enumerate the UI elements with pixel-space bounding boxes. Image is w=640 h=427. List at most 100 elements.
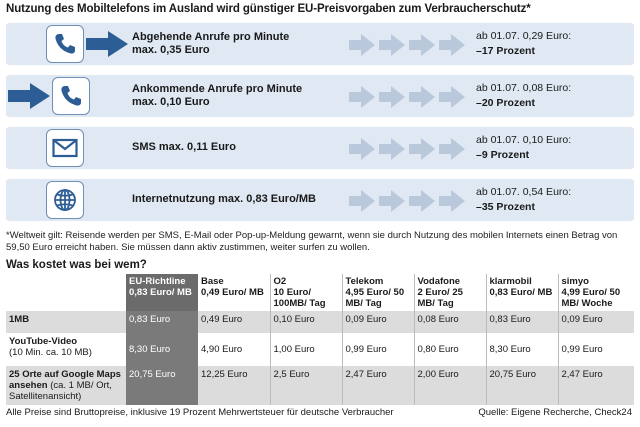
chevron-right-icon [409, 34, 435, 56]
table-cell: 0,99 Euro [557, 333, 634, 366]
row-label: SMS max. 0,11 Euro [132, 141, 236, 153]
chevron-right-icon [409, 86, 435, 108]
chevron-right-icon [349, 86, 375, 108]
column-header-eu: EU-Richtline 0,83 Euro/ MB [126, 274, 198, 311]
footnote: *Weltweit gilt: Reisende werden per SMS,… [6, 230, 618, 253]
page-title: Nutzung des Mobiltelefons im Ausland wir… [6, 3, 531, 15]
table-cell: 8,30 Euro [126, 333, 198, 366]
table-cell: 0,08 Euro [413, 311, 486, 333]
table-cell: 2,5 Euro [269, 366, 342, 405]
price-reduction: –9 Prozent [476, 149, 530, 161]
section-title: Was kostet was bei wem? [6, 259, 147, 271]
table-cell: 20,75 Euro [485, 366, 558, 405]
column-detail: 10 Euro/ 100MB/ Tag [273, 287, 326, 309]
phone-icon [46, 25, 84, 63]
chevron-right-icon [409, 190, 435, 212]
table-cell: 0,49 Euro [198, 311, 270, 333]
row-sublabel: max. 0,35 Euro [132, 44, 210, 56]
row-label: Internetnutzung max. 0,83 Euro/MB [132, 193, 316, 205]
column-name: Base [201, 276, 224, 287]
outgoing-calls-row: Abgehende Anrufe pro Minute max. 0,35 Eu… [6, 23, 634, 65]
chevron-arrows [349, 190, 465, 212]
internet-row: Internetnutzung max. 0,83 Euro/MB ab 01.… [6, 179, 634, 221]
sms-row: SMS max. 0,11 Euro ab 01.07. 0,10 Euro: … [6, 127, 634, 169]
column-detail: 4,99 Euro/ 50 MB/ Woche [561, 287, 621, 309]
column-header-simyo: simyo 4,99 Euro/ 50 MB/ Woche [557, 274, 634, 311]
table-cell: 12,25 Euro [198, 366, 270, 405]
table-cell: 0,10 Euro [269, 311, 342, 333]
row-label: Ankommende Anrufe pro Minute [132, 83, 303, 95]
incoming-arrow-icon [8, 83, 50, 109]
chevron-right-icon [439, 190, 465, 212]
phone-icon [52, 77, 90, 115]
column-header-base: Base 0,49 Euro/ MB [198, 274, 270, 311]
table-row: YouTube-Video (10 Min. ca. 10 MB) 8,30 Eu… [6, 333, 634, 366]
table-cell: 0,83 Euro [126, 311, 198, 333]
table-corner [6, 274, 126, 311]
table-row: 25 Orte auf Google Maps ansehen (ca. 1 M… [6, 366, 634, 405]
source-note: Quelle: Eigene Recherche, Check24 [478, 407, 632, 418]
column-detail: 0,49 Euro/ MB [201, 287, 264, 298]
chevron-arrows [349, 86, 465, 108]
table-cell: 0,09 Euro [341, 311, 414, 333]
chevron-right-icon [379, 86, 405, 108]
price-reduction: –20 Prozent [476, 97, 535, 109]
chevron-right-icon [439, 34, 465, 56]
column-detail: 2 Euro/ 25 MB/ Tag [417, 287, 463, 309]
column-detail: 0,83 Euro/ MB [489, 287, 553, 298]
row-label: Abgehende Anrufe pro Minute [132, 31, 290, 43]
price-reduction: –35 Prozent [476, 201, 535, 213]
table-cell: 2,47 Euro [557, 366, 634, 405]
chevron-right-icon [349, 138, 375, 160]
table-cell: 0,09 Euro [557, 311, 634, 333]
chevron-right-icon [349, 34, 375, 56]
row-label: 1MB [6, 311, 126, 333]
table-cell: 8,30 Euro [485, 333, 558, 366]
table-cell: 0,83 Euro [485, 311, 558, 333]
chevron-right-icon [409, 138, 435, 160]
table-cell: 2,00 Euro [413, 366, 486, 405]
footer-note: Alle Preise sind Bruttopreise, inklusive… [6, 407, 394, 418]
new-price: ab 01.07. 0,54 Euro: [476, 186, 572, 198]
table-cell: 4,90 Euro [198, 333, 270, 366]
chevron-arrows [349, 34, 465, 56]
chevron-right-icon [379, 138, 405, 160]
table-cell: 20,75 Euro [126, 366, 198, 405]
table-cell: 2,47 Euro [341, 366, 414, 405]
row-sublabel: max. 0,10 Euro [132, 96, 210, 108]
chevron-right-icon [379, 34, 405, 56]
column-detail: 4,95 Euro/ 50 MB/ Tag [345, 287, 405, 309]
chevron-right-icon [439, 86, 465, 108]
chevron-right-icon [349, 190, 375, 212]
incoming-calls-row: Ankommende Anrufe pro Minute max. 0,10 E… [6, 75, 634, 117]
table-row: 1MB 0,83 Euro 0,49 Euro 0,10 Euro 0,09 E… [6, 311, 634, 333]
column-header-telekom: Telekom 4,95 Euro/ 50 MB/ Tag [341, 274, 414, 311]
new-price: ab 01.07. 0,08 Euro: [476, 82, 572, 94]
column-name: Telekom [345, 276, 384, 287]
new-price: ab 01.07. 0,29 Euro: [476, 30, 572, 42]
row-label: 25 Orte auf Google Maps ansehen (ca. 1 M… [6, 366, 126, 405]
globe-icon [46, 181, 84, 219]
table-cell: 1,00 Euro [269, 333, 342, 366]
table-cell: 0,80 Euro [413, 333, 486, 366]
chevron-right-icon [379, 190, 405, 212]
column-name: simyo [561, 276, 589, 287]
row-sublabel: (ca. 1 MB/ Ort, Satellitenansicht) [9, 380, 112, 402]
chevron-arrows [349, 138, 465, 160]
chevron-right-icon [439, 138, 465, 160]
price-reduction: –17 Prozent [476, 45, 535, 57]
column-name: klarmobil [489, 276, 532, 287]
column-header-klarmobil: klarmobil 0,83 Euro/ MB [485, 274, 558, 311]
column-name: O2 [273, 276, 287, 287]
price-comparison-table: EU-Richtline 0,83 Euro/ MB Base 0,49 Euro/… [6, 274, 634, 405]
row-label: YouTube-Video (10 Min. ca. 10 MB) [6, 333, 126, 366]
table-cell: 0,99 Euro [341, 333, 414, 366]
column-detail: 0,83 Euro/ MB [129, 287, 192, 298]
envelope-icon [46, 129, 84, 167]
column-header-o2: O2 10 Euro/ 100MB/ Tag [269, 274, 342, 311]
column-name: Vodafone [417, 276, 461, 287]
column-name: EU-Richtline [129, 276, 186, 287]
new-price: ab 01.07. 0,10 Euro: [476, 134, 572, 146]
outgoing-arrow-icon [86, 31, 128, 57]
column-header-vodafone: Vodafone 2 Euro/ 25 MB/ Tag [413, 274, 486, 311]
